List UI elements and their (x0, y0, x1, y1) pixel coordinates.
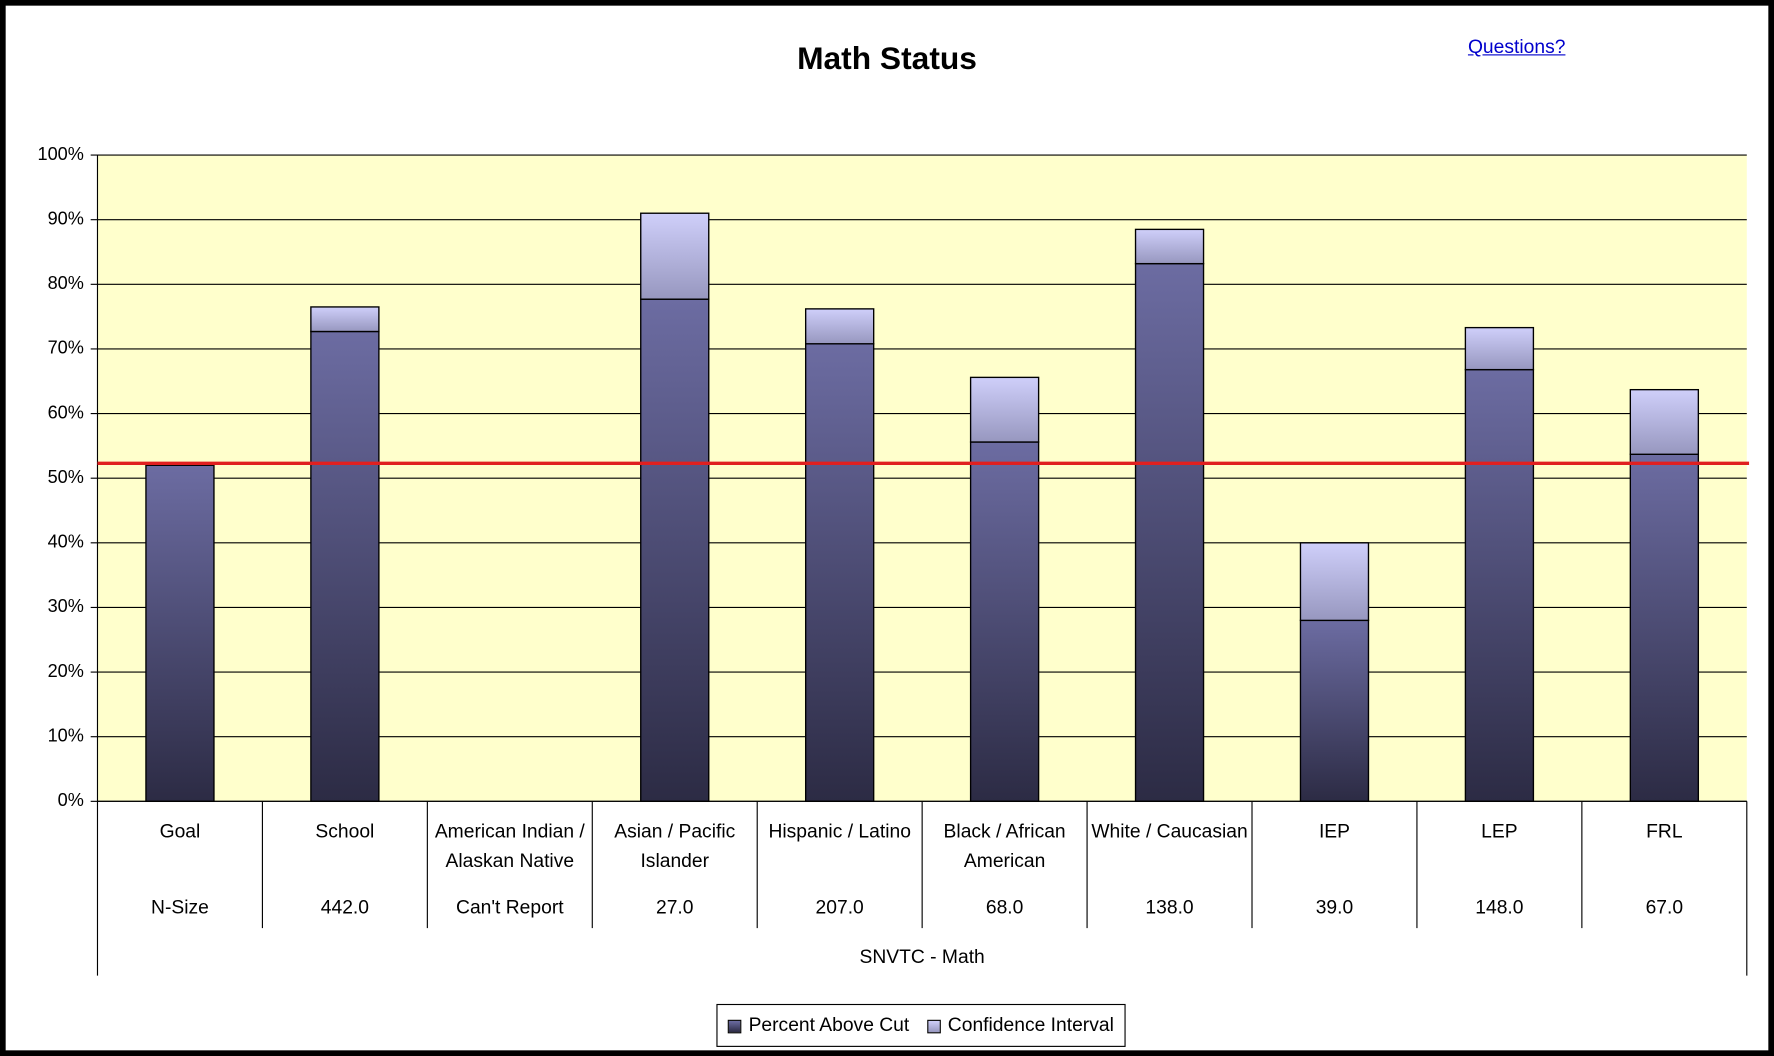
bar-segment (145, 464, 215, 803)
legend-swatch (927, 1019, 942, 1033)
legend-item: Percent Above Cut (728, 1014, 909, 1037)
n-size: 442.0 (320, 896, 369, 918)
bar-segment (1299, 542, 1370, 622)
bar-segment (969, 441, 1040, 803)
n-size: N-Size (151, 896, 209, 918)
x-tick-label: Black / African American (943, 820, 1066, 872)
n-size: 39.0 (1315, 896, 1354, 918)
y-tick-label: 100% (38, 144, 84, 164)
x-tick-label: Goal (159, 820, 201, 843)
bar-segment (1629, 453, 1700, 803)
x-tick-label: School (315, 820, 375, 843)
bar-segment (804, 308, 875, 345)
questions-link[interactable]: Questions? (1467, 36, 1566, 58)
n-size: Can't Report (456, 896, 564, 918)
y-tick-label: 70% (48, 338, 84, 358)
x-tick-label: FRL (1646, 820, 1683, 843)
bar-segment (804, 343, 875, 803)
y-tick-label: 10% (48, 725, 84, 745)
y-tick-label: 30% (48, 596, 84, 616)
legend-item: Confidence Interval (927, 1014, 1114, 1037)
bar-segment (310, 306, 380, 333)
y-tick-label: 90% (48, 208, 84, 228)
bar-segment (969, 376, 1040, 443)
legend: Percent Above Cut Confidence Interval (716, 1003, 1126, 1047)
x-axis-title: SNVTC - Math (859, 946, 985, 968)
bar-segment (1299, 619, 1370, 803)
chart-title: Math Status (797, 40, 977, 76)
n-size: 148.0 (1475, 896, 1524, 918)
y-tick-label: 40% (48, 532, 84, 552)
x-tick-label: White / Caucasian (1091, 820, 1248, 843)
x-tick-label: LEP (1481, 820, 1518, 843)
bar-segment (1464, 368, 1535, 803)
bar-segment (1629, 388, 1700, 455)
y-tick-label: 0% (58, 790, 84, 810)
n-size: 68.0 (985, 896, 1024, 918)
legend-label: Confidence Interval (947, 1014, 1114, 1036)
n-size: 207.0 (815, 896, 864, 918)
bar-segment (640, 298, 710, 803)
bar-segment (1134, 228, 1205, 265)
legend-swatch (728, 1019, 742, 1033)
n-size: 138.0 (1145, 896, 1194, 918)
y-tick-label: 20% (48, 661, 84, 681)
bar-segment (640, 212, 710, 300)
bar-segment (310, 330, 380, 803)
n-size: 27.0 (655, 896, 694, 918)
y-tick-label: 80% (48, 273, 84, 293)
x-tick-label: Asian / Pacific Islander (614, 820, 736, 872)
x-tick-label: American Indian / Alaskan Native (434, 820, 585, 872)
bar-segment (1464, 326, 1535, 371)
x-tick-label: Hispanic / Latino (768, 820, 911, 843)
legend-label: Percent Above Cut (748, 1014, 910, 1036)
x-tick-label: IEP (1318, 820, 1351, 843)
bar-segment (1134, 262, 1205, 803)
n-size: 67.0 (1645, 896, 1684, 918)
y-tick-label: 50% (48, 467, 84, 487)
y-tick-label: 60% (48, 402, 84, 422)
